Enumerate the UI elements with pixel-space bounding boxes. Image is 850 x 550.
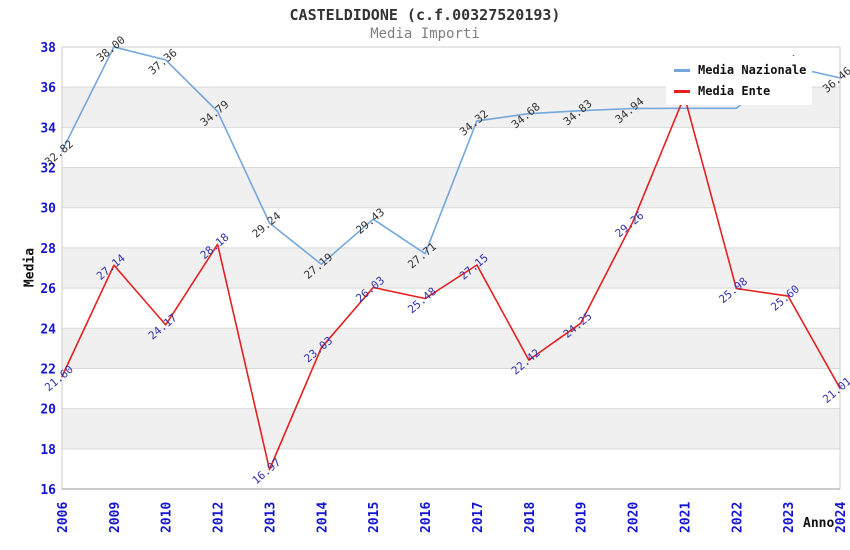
series-line-media-nazionale bbox=[61, 46, 841, 266]
legend-item-media-ente: Media Ente bbox=[674, 84, 804, 98]
x-tick-label: 2009 bbox=[108, 502, 123, 533]
point-label: 37.36 bbox=[146, 46, 180, 77]
chart-subtitle: Media Importi bbox=[370, 26, 480, 42]
x-tick-label: 2013 bbox=[263, 502, 278, 533]
x-tick-label: 2014 bbox=[315, 502, 330, 533]
x-tick-label: 2023 bbox=[782, 502, 797, 533]
chart-title: CASTELDIDONE (c.f.00327520193) bbox=[289, 6, 561, 24]
legend-label-media-ente: Media Ente bbox=[698, 84, 771, 98]
y-tick-label: 34 bbox=[40, 121, 56, 136]
y-tick-label: 24 bbox=[40, 322, 56, 337]
x-tick-label: 2022 bbox=[730, 502, 745, 533]
x-tick-label: 2024 bbox=[834, 502, 849, 533]
x-tick-label: 2019 bbox=[575, 502, 590, 533]
point-label: 29.43 bbox=[353, 206, 387, 237]
series-line-media-ente bbox=[61, 95, 841, 471]
y-tick-label: 28 bbox=[40, 242, 56, 257]
y-tick-label: 22 bbox=[40, 362, 56, 377]
point-label: 16.97 bbox=[250, 456, 284, 487]
x-tick-label: 2016 bbox=[419, 502, 434, 533]
x-tick-label: 2020 bbox=[627, 502, 642, 533]
legend-label-media-nazionale: Media Nazionale bbox=[698, 63, 807, 77]
point-label: 32.82 bbox=[42, 137, 76, 168]
x-tick-label: 2017 bbox=[471, 502, 486, 533]
y-tick-label: 26 bbox=[40, 282, 56, 297]
x-axis-title: Anno bbox=[803, 516, 835, 531]
y-tick-label: 16 bbox=[40, 483, 56, 498]
point-label: 29.24 bbox=[250, 209, 284, 240]
legend-swatch-blue-icon bbox=[674, 68, 690, 72]
y-tick-label: 18 bbox=[40, 443, 56, 458]
y-tick-label: 32 bbox=[40, 162, 56, 177]
x-tick-label: 2021 bbox=[678, 502, 693, 533]
x-tick-label: 2010 bbox=[160, 502, 175, 533]
y-tick-label: 20 bbox=[40, 403, 56, 418]
y-tick-label: 30 bbox=[40, 202, 56, 217]
x-tick-label: 2018 bbox=[523, 502, 538, 533]
x-tick-label: 2015 bbox=[367, 502, 382, 533]
y-tick-label: 36 bbox=[40, 81, 56, 96]
x-tick-label: 2012 bbox=[212, 502, 227, 533]
plot-band bbox=[62, 328, 840, 369]
y-tick-label: 38 bbox=[40, 41, 56, 56]
legend-swatch-red-icon bbox=[674, 89, 690, 93]
x-tick-label: 2006 bbox=[56, 502, 71, 533]
point-label: 25.48 bbox=[405, 285, 439, 316]
legend-item-media-nazionale: Media Nazionale bbox=[674, 63, 807, 77]
plot-band bbox=[62, 408, 840, 449]
legend: Media Nazionale Media Ente bbox=[666, 56, 812, 105]
point-label: 29.26 bbox=[613, 209, 647, 240]
